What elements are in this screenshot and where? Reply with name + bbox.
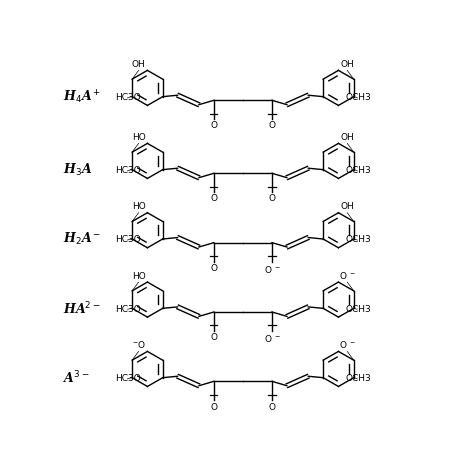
Text: O: O	[210, 194, 217, 203]
Text: OCH3: OCH3	[345, 166, 371, 175]
Text: O $^{-}$: O $^{-}$	[264, 333, 280, 344]
Text: OCH3: OCH3	[345, 305, 371, 314]
Text: HO: HO	[132, 133, 146, 142]
Text: OCH3: OCH3	[345, 236, 371, 245]
Text: HC3O: HC3O	[115, 374, 141, 383]
Text: O: O	[269, 402, 275, 411]
Text: H$_4$A$^+$: H$_4$A$^+$	[63, 88, 101, 106]
Text: O: O	[210, 264, 217, 273]
Text: O: O	[210, 333, 217, 342]
Text: O $^{-}$: O $^{-}$	[339, 270, 356, 281]
Text: O: O	[269, 194, 275, 203]
Text: HC3O: HC3O	[115, 166, 141, 175]
Text: OH: OH	[340, 60, 354, 69]
Text: O: O	[269, 121, 275, 130]
Text: OH: OH	[340, 133, 354, 142]
Text: O: O	[210, 121, 217, 130]
Text: OCH3: OCH3	[345, 93, 371, 102]
Text: HA$^{2-}$: HA$^{2-}$	[63, 301, 100, 317]
Text: HO: HO	[132, 272, 146, 281]
Text: H$_2$A$^-$: H$_2$A$^-$	[63, 231, 101, 247]
Text: HO: HO	[132, 202, 146, 211]
Text: HC3O: HC3O	[115, 93, 141, 102]
Text: HC3O: HC3O	[115, 305, 141, 314]
Text: O $^{-}$: O $^{-}$	[264, 264, 280, 275]
Text: HC3O: HC3O	[115, 236, 141, 245]
Text: OCH3: OCH3	[345, 374, 371, 383]
Text: OH: OH	[340, 202, 354, 211]
Text: $^{-}$O: $^{-}$O	[132, 339, 146, 350]
Text: O $^{-}$: O $^{-}$	[339, 339, 356, 350]
Text: A$^{3-}$: A$^{3-}$	[63, 370, 90, 386]
Text: O: O	[210, 402, 217, 411]
Text: OH: OH	[132, 60, 146, 69]
Text: H$_3$A: H$_3$A	[63, 162, 92, 178]
